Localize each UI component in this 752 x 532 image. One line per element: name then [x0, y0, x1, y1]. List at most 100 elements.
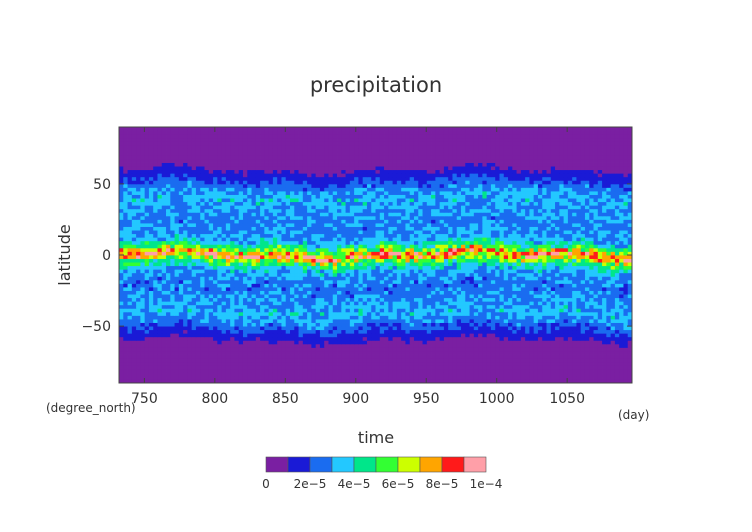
heat-cell — [508, 262, 513, 267]
heat-cell — [388, 290, 393, 295]
heat-cell — [508, 251, 513, 256]
heat-cell — [157, 333, 163, 338]
heat-cell — [396, 269, 402, 274]
heat-cell — [157, 319, 163, 323]
heat-cell — [204, 294, 210, 299]
heat-cell — [443, 294, 449, 299]
heat-cell — [272, 251, 278, 256]
heat-cell — [413, 244, 419, 249]
heat-cell — [208, 365, 214, 370]
heat-cell — [324, 294, 329, 299]
heat-cell — [345, 276, 351, 281]
heat-cell — [388, 354, 393, 359]
heat-cell — [157, 283, 163, 288]
heat-cell — [452, 237, 458, 242]
heat-cell — [542, 258, 547, 263]
heat-cell — [384, 375, 389, 380]
heat-cell — [358, 308, 364, 313]
heat-cell — [264, 237, 270, 242]
heat-cell — [324, 269, 329, 274]
heat-cell — [328, 340, 334, 345]
heat-cell — [456, 365, 462, 370]
heat-cell — [572, 287, 577, 291]
heat-cell — [311, 301, 317, 306]
heat-cell — [563, 262, 569, 267]
heat-cell — [208, 311, 214, 316]
heat-cell — [371, 304, 376, 309]
heat-cell — [606, 326, 612, 331]
heat-cell — [490, 375, 496, 380]
heat-cell — [200, 244, 205, 249]
heat-cell — [324, 343, 329, 348]
heat-cell — [366, 251, 372, 256]
heat-cell — [431, 255, 436, 259]
heat-cell — [495, 329, 500, 334]
heat-cell — [166, 343, 171, 348]
heat-cell — [482, 336, 488, 341]
heat-cell — [247, 304, 252, 309]
heat-cell — [311, 375, 317, 380]
heat-cell — [478, 308, 483, 313]
heat-cell — [311, 336, 317, 341]
heat-cell — [452, 368, 458, 373]
heat-cell — [371, 365, 376, 370]
heat-cell — [486, 361, 492, 366]
heat-cell — [384, 301, 389, 306]
heat-cell — [418, 343, 423, 348]
heat-cell — [319, 351, 325, 355]
heat-cell — [332, 368, 338, 373]
heat-cell — [572, 251, 577, 256]
heat-cell — [285, 340, 291, 345]
heat-cell — [610, 251, 616, 256]
heat-cell — [328, 237, 334, 242]
heat-cell — [119, 251, 124, 256]
heat-cell — [396, 343, 402, 348]
heat-cell — [508, 290, 513, 295]
heat-cell — [157, 347, 163, 352]
heat-cell — [435, 251, 441, 256]
heat-cell — [593, 301, 599, 306]
heat-cell — [191, 233, 197, 238]
heat-cell — [362, 258, 368, 263]
heat-cell — [563, 365, 569, 370]
heat-cell — [584, 311, 590, 316]
heat-cell — [465, 336, 470, 341]
heat-cell — [567, 251, 573, 256]
heat-cell — [345, 294, 351, 299]
heat-cell — [593, 297, 599, 302]
heat-cell — [170, 354, 175, 359]
heat-cell — [204, 251, 210, 256]
heat-cell — [461, 251, 466, 256]
heat-cell — [307, 279, 312, 284]
heat-cell — [221, 343, 227, 348]
heat-cell — [285, 304, 291, 309]
heat-cell — [610, 269, 616, 274]
heat-cell — [469, 358, 475, 363]
heat-cell — [584, 297, 590, 302]
heat-cell — [178, 247, 184, 252]
heat-cell — [290, 251, 295, 256]
heat-cell — [392, 294, 398, 299]
heat-cell — [401, 319, 406, 323]
heat-cell — [354, 361, 359, 366]
heat-cell — [302, 304, 308, 309]
heat-cell — [512, 258, 517, 263]
heat-cell — [606, 351, 612, 355]
heat-cell — [542, 354, 547, 359]
heat-cell — [486, 244, 492, 249]
heat-cell — [217, 294, 222, 299]
heat-cell — [272, 297, 278, 302]
heat-cell — [140, 265, 146, 270]
heat-cell — [285, 247, 291, 252]
heat-cell — [384, 361, 389, 366]
heat-cell — [268, 311, 274, 316]
heat-cell — [315, 237, 321, 242]
heat-cell — [354, 308, 359, 313]
heat-cell — [234, 233, 240, 238]
heat-cell — [136, 340, 141, 345]
heat-cell — [550, 379, 556, 384]
heat-cell — [627, 276, 633, 281]
heat-cell — [251, 237, 257, 242]
heat-cell — [341, 251, 346, 256]
heat-cell — [221, 319, 227, 323]
